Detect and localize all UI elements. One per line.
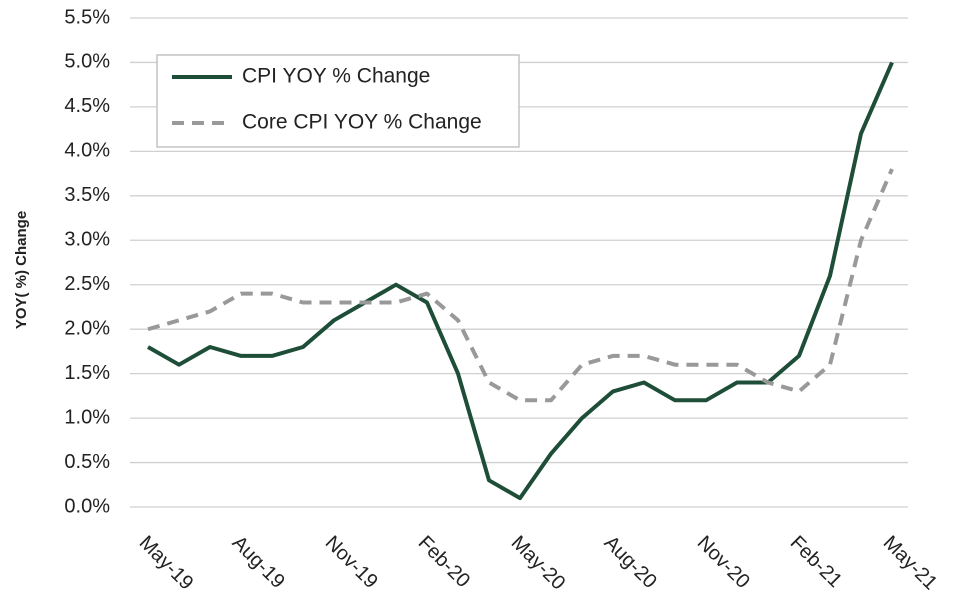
y-tick-label: 0.0% [64,495,110,517]
x-tick-label: Feb-21 [786,532,846,592]
legend-label: Core CPI YOY % Change [242,111,482,134]
y-tick-label: 4.5% [64,95,110,117]
y-tick-label: 2.5% [64,273,110,295]
y-tick-label: 5.5% [64,6,110,28]
legend-label: CPI YOY % Change [242,65,430,88]
y-axis-title: YOY( %) Change [13,211,30,329]
y-tick-label: 1.5% [64,362,110,384]
x-tick-label: Aug-20 [600,532,661,593]
x-tick-label: Feb-20 [414,532,474,592]
x-tick-label: Nov-19 [321,532,382,593]
y-tick-label: 1.0% [64,406,110,428]
x-tick-label: May-20 [507,532,570,595]
y-tick-label: 3.0% [64,229,110,251]
legend-box [156,54,520,148]
x-tick-label: Nov-20 [693,532,754,593]
y-tick-label: 0.5% [64,451,110,473]
x-tick-label: May-21 [879,532,942,595]
y-tick-label: 3.5% [64,184,110,206]
x-tick-label: Aug-19 [228,532,289,593]
series-line [147,168,894,403]
y-tick-label: 5.0% [64,51,110,73]
x-tick-label: May-19 [135,532,198,595]
y-tick-label: 4.0% [64,140,110,162]
y-tick-label: 2.0% [64,317,110,339]
